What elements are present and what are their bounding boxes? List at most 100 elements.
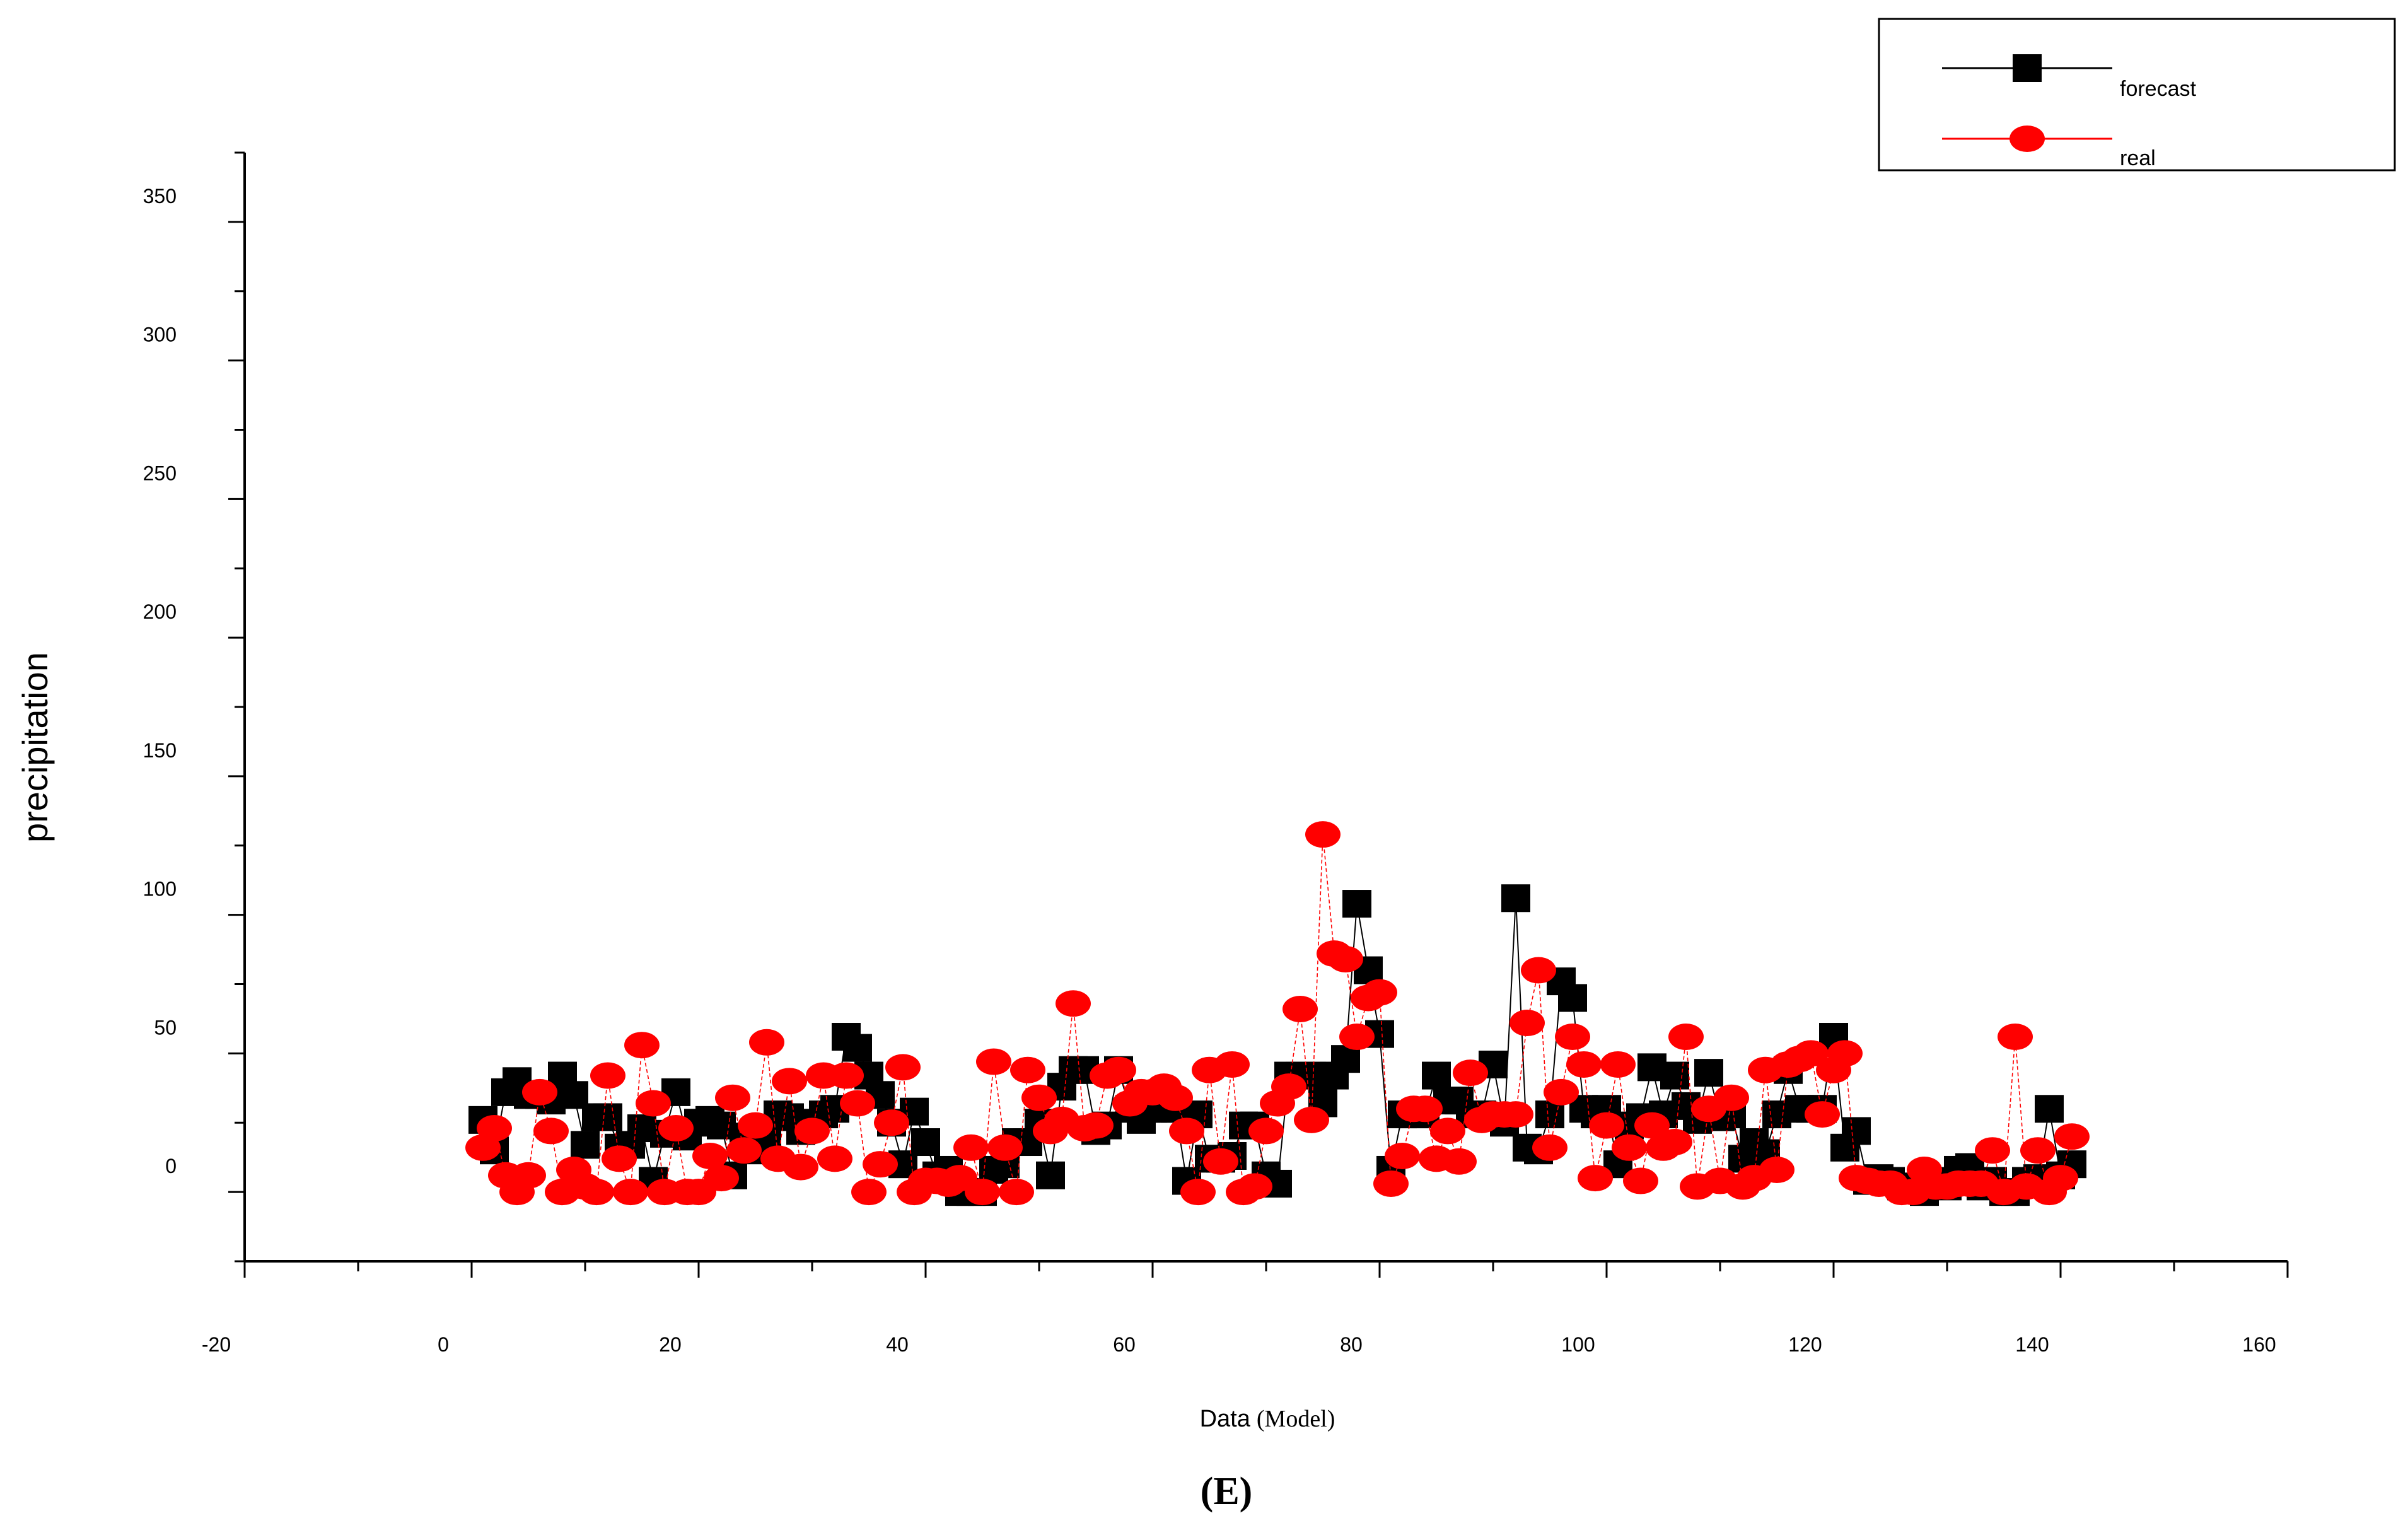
x-tick-label: 20 [659, 1333, 682, 1356]
data-point-real [874, 1109, 909, 1136]
data-point-forecast [1842, 1117, 1871, 1145]
data-point-real [2020, 1137, 2056, 1164]
data-point-real [1214, 1051, 1250, 1078]
y-tick-label: 150 [143, 739, 177, 762]
data-point-real [1623, 1167, 1658, 1194]
data-point-forecast [1558, 984, 1587, 1012]
legend-real-label: real [2120, 146, 2156, 170]
x-tick-label: 100 [1561, 1333, 1595, 1356]
data-point-real [511, 1162, 546, 1189]
data-point-real [999, 1179, 1034, 1206]
y-tick-label: 350 [143, 185, 177, 207]
x-tick-labels: -20 0 20 40 60 80 100 120 140 160 [202, 1333, 2276, 1356]
x-axis-title: Data (Model) [1200, 1406, 1335, 1432]
data-point-real [1248, 1117, 1284, 1145]
y-tick-label: 300 [143, 324, 177, 346]
data-point-real [1975, 1137, 2010, 1164]
data-point-real [1305, 821, 1341, 848]
data-point-real [1362, 979, 1397, 1006]
data-point-real [1544, 1078, 1579, 1106]
data-point-real [692, 1142, 728, 1169]
data-point-real [829, 1062, 864, 1089]
y-tick-label: 0 [165, 1155, 177, 1177]
data-point-real [1101, 1056, 1136, 1083]
y-tick-label: 200 [143, 600, 177, 623]
data-point-real [1021, 1084, 1057, 1111]
data-point-real [1407, 1095, 1443, 1123]
data-point-forecast [1694, 1059, 1723, 1087]
x-tick-label: 0 [438, 1333, 449, 1356]
x-tick-label: 40 [886, 1333, 909, 1356]
data-point-forecast [911, 1128, 940, 1157]
data-point-real [840, 1090, 875, 1117]
data-point-forecast [593, 1103, 622, 1131]
data-point-real [738, 1112, 773, 1139]
legend-forecast-label: forecast [2120, 77, 2196, 101]
data-point-forecast [571, 1131, 600, 1159]
y-tick-label: 100 [143, 878, 177, 901]
y-tick-labels: 0 50 100 150 200 250 300 350 [143, 185, 177, 1177]
series-real [465, 821, 2090, 1206]
data-point-real [1600, 1051, 1636, 1078]
x-tick-label: 160 [2242, 1333, 2276, 1356]
y-tick-label: 50 [154, 1016, 177, 1039]
data-point-real [1589, 1112, 1624, 1139]
data-point-real [1056, 990, 1091, 1017]
data-point-real [477, 1115, 512, 1142]
data-point-real [817, 1145, 852, 1172]
data-point-real [987, 1134, 1023, 1161]
data-point-real [522, 1078, 557, 1106]
data-point-real [1271, 1073, 1306, 1100]
x-ticks [243, 1261, 2289, 1278]
data-point-real [1180, 1179, 1216, 1206]
data-point-forecast [843, 1034, 872, 1062]
data-point-real [1078, 1112, 1114, 1139]
data-point-real [1158, 1084, 1193, 1111]
data-point-real [726, 1137, 762, 1164]
data-point-real [2054, 1123, 2090, 1150]
data-point-forecast [2035, 1095, 2064, 1123]
data-point-real [1283, 996, 1318, 1023]
data-point-real [863, 1151, 898, 1178]
data-point-forecast [1036, 1161, 1065, 1189]
x-tick-label: 140 [2015, 1333, 2049, 1356]
x-tick-label: 120 [1788, 1333, 1822, 1356]
y-tick-label: 250 [143, 462, 177, 484]
data-point-real [1759, 1156, 1794, 1183]
x-axis-title-suffix: (Model) [1257, 1406, 1335, 1432]
data-point-real [1668, 1024, 1704, 1051]
data-point-real [636, 1090, 671, 1117]
data-point-real [1328, 945, 1363, 972]
data-point-real [976, 1048, 1011, 1075]
figure-caption: (E) [1201, 1470, 1253, 1513]
y-axis-title: precipitation [15, 652, 55, 843]
data-point-real [1294, 1106, 1329, 1133]
x-axis-title-main: Data [1200, 1406, 1251, 1432]
data-point-real [1566, 1051, 1602, 1078]
data-point-real [613, 1179, 648, 1206]
data-point-real [772, 1068, 807, 1095]
data-point-real [965, 1179, 1000, 1206]
data-point-real [602, 1145, 637, 1172]
data-point-real [1634, 1112, 1670, 1139]
data-point-real [658, 1115, 694, 1142]
data-point-real [704, 1165, 739, 1192]
x-tick-label: 60 [1113, 1333, 1136, 1356]
data-point-real [1385, 1142, 1420, 1169]
legend-box [1878, 18, 2396, 172]
data-point-real [1578, 1165, 1613, 1192]
x-tick-label: -20 [202, 1333, 231, 1356]
data-point-real [1339, 1024, 1375, 1051]
data-point-real [1373, 1170, 1409, 1197]
data-point-real [1237, 1173, 1272, 1200]
data-point-real [1827, 1040, 1863, 1067]
data-point-real [1430, 1117, 1465, 1145]
data-point-real [783, 1153, 818, 1181]
legend-real-marker [2010, 125, 2045, 152]
data-point-real [1169, 1117, 1204, 1145]
data-point-real [715, 1084, 750, 1111]
data-point-real [1521, 957, 1556, 984]
data-point-real [1793, 1040, 1829, 1067]
data-point-real [1453, 1059, 1488, 1087]
